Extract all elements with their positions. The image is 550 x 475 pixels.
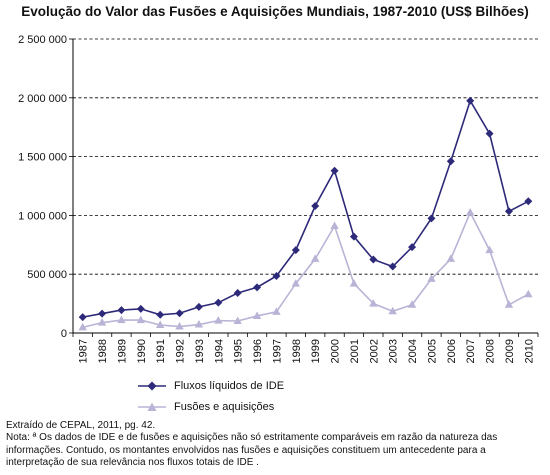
series-line-ide bbox=[82, 98, 529, 318]
data-point-ide bbox=[78, 313, 87, 322]
y-tick-label: 1 500 000 bbox=[18, 152, 67, 164]
data-point-ide bbox=[330, 166, 339, 175]
x-tick-label: 1993 bbox=[194, 339, 206, 363]
data-point-fusoes bbox=[272, 307, 281, 315]
x-tick-label: 1998 bbox=[291, 339, 303, 363]
legend-fusoes-marker-icon bbox=[138, 402, 166, 411]
data-point-fusoes bbox=[369, 299, 378, 307]
data-point-ide bbox=[156, 310, 165, 319]
y-tick-label: 2 000 000 bbox=[18, 93, 67, 105]
legend-label-ide: Fluxos líquidos de IDE bbox=[174, 380, 285, 392]
source-note: Extraído de CEPAL, 2011, pg. 42. bbox=[6, 420, 156, 431]
x-tick-label: 2003 bbox=[388, 339, 400, 363]
y-tick-label: 1 000 000 bbox=[18, 210, 67, 222]
data-point-ide bbox=[291, 246, 300, 255]
data-point-ide bbox=[136, 304, 145, 313]
chart-title: Evolução do Valor das Fusões e Aquisiçõe… bbox=[21, 4, 529, 19]
data-point-ide bbox=[253, 283, 262, 292]
data-point-ide bbox=[194, 302, 203, 311]
data-point-ide bbox=[117, 306, 126, 315]
x-tick-label: 1991 bbox=[155, 339, 167, 363]
data-point-fusoes bbox=[175, 322, 184, 330]
data-point-fusoes bbox=[485, 245, 494, 254]
data-point-fusoes bbox=[155, 320, 165, 329]
x-tick-label: 2009 bbox=[504, 339, 516, 363]
data-point-fusoes bbox=[524, 289, 533, 298]
legend-label-fusoes: Fusões e aquisições bbox=[174, 401, 275, 413]
data-point-ide bbox=[427, 214, 436, 223]
x-tick-label: 2000 bbox=[330, 339, 342, 363]
x-tick-label: 2010 bbox=[523, 339, 535, 363]
x-tick-label: 1992 bbox=[175, 339, 187, 363]
x-tick-label: 2008 bbox=[485, 339, 497, 363]
x-tick-label: 1987 bbox=[78, 339, 90, 363]
data-point-fusoes bbox=[427, 274, 436, 282]
data-point-fusoes bbox=[388, 306, 397, 315]
data-point-ide bbox=[349, 232, 358, 241]
data-point-ide bbox=[233, 289, 242, 298]
note-line-1: Nota: ª Os dados de IDE e de fusões e aq… bbox=[6, 432, 498, 444]
y-tick-label: 0 bbox=[61, 328, 67, 340]
x-tick-label: 2001 bbox=[349, 339, 361, 363]
data-point-ide bbox=[408, 243, 417, 252]
data-point-fusoes bbox=[330, 221, 339, 229]
data-point-ide bbox=[485, 129, 494, 138]
data-point-ide bbox=[214, 298, 223, 307]
y-tick-label: 2 500 000 bbox=[18, 34, 67, 46]
data-point-fusoes bbox=[407, 300, 417, 308]
x-tick-label: 2002 bbox=[368, 339, 380, 363]
data-point-fusoes bbox=[194, 320, 204, 328]
legend-ide-marker-icon bbox=[138, 381, 166, 391]
data-point-fusoes bbox=[136, 315, 146, 324]
x-tick-label: 1989 bbox=[116, 339, 128, 363]
data-point-ide bbox=[466, 96, 475, 105]
series-line-fusoes bbox=[82, 210, 529, 329]
note-line-3: interpretação de sua relevância nos flux… bbox=[6, 457, 259, 469]
data-point-ide bbox=[388, 262, 397, 271]
chart-footer: Extraído de CEPAL, 2011, pg. 42. Nota: ª… bbox=[6, 420, 546, 470]
data-point-fusoes bbox=[117, 315, 126, 324]
x-tick-label: 1996 bbox=[252, 339, 264, 363]
data-point-ide bbox=[446, 157, 455, 166]
data-point-fusoes bbox=[291, 279, 301, 287]
data-point-fusoes bbox=[78, 322, 87, 331]
data-point-ide bbox=[272, 271, 281, 280]
data-point-fusoes bbox=[252, 311, 262, 319]
data-point-ide bbox=[524, 197, 533, 206]
x-tick-label: 1990 bbox=[136, 339, 148, 363]
data-point-fusoes bbox=[310, 254, 320, 262]
data-point-ide bbox=[175, 309, 184, 318]
data-point-fusoes bbox=[214, 316, 223, 324]
x-tick-label: 1994 bbox=[213, 339, 225, 363]
x-tick-label: 2005 bbox=[426, 339, 438, 363]
legend-item-fusoes: Fusões e aquisições bbox=[138, 401, 274, 413]
x-tick-label: 2006 bbox=[446, 339, 458, 363]
note-line-2: informações. Contudo, os montantes envol… bbox=[6, 444, 486, 456]
data-point-fusoes bbox=[504, 300, 514, 308]
data-point-ide bbox=[311, 201, 320, 210]
x-tick-label: 1988 bbox=[97, 339, 109, 363]
legend-item-ide: Fluxos líquidos de IDE bbox=[138, 380, 284, 392]
x-tick-label: 1995 bbox=[233, 339, 245, 363]
x-tick-label: 2004 bbox=[407, 339, 419, 363]
data-point-fusoes bbox=[349, 279, 359, 287]
data-point-ide bbox=[369, 255, 378, 264]
x-tick-label: 1997 bbox=[271, 339, 283, 363]
y-tick-label: 500 000 bbox=[27, 269, 67, 281]
x-tick-label: 2007 bbox=[465, 339, 477, 363]
data-point-fusoes bbox=[446, 254, 456, 262]
data-point-ide bbox=[504, 207, 513, 216]
data-point-fusoes bbox=[97, 318, 107, 326]
data-point-fusoes bbox=[465, 207, 475, 216]
data-point-fusoes bbox=[233, 316, 242, 325]
data-point-ide bbox=[98, 309, 107, 318]
x-tick-label: 1999 bbox=[310, 339, 322, 363]
